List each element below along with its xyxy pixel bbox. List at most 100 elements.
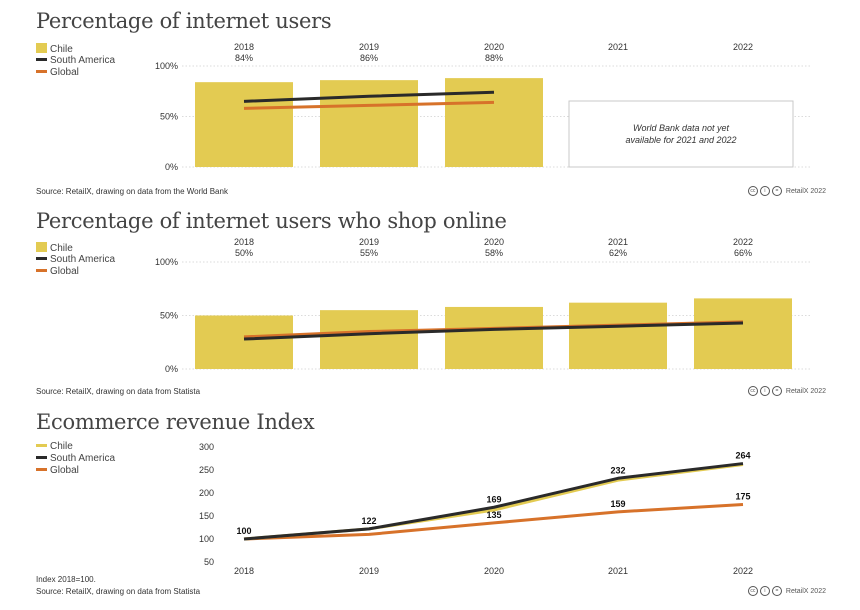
bar-chile	[195, 315, 293, 369]
x-category-label: 2021	[608, 237, 628, 247]
y-tick-label: 0%	[165, 162, 178, 172]
data-label: 122	[361, 516, 376, 526]
data-label: 62%	[609, 248, 627, 258]
cc-icon: cc	[747, 386, 758, 396]
data-label: 58%	[485, 248, 503, 258]
x-category-label: 2019	[359, 566, 379, 576]
data-label: 232	[610, 465, 625, 475]
bar-chart-online-shoppers: 100%50%0%201850%201955%202058%202162%202…	[155, 237, 810, 374]
legend-swatch-chile	[36, 444, 47, 447]
cc-icon: cc	[747, 186, 758, 196]
series-line-south-america	[243, 321, 744, 341]
legend-swatch-chile	[36, 43, 47, 53]
index-note: Index 2018=100.	[36, 575, 96, 584]
y-tick-label: 300	[199, 442, 214, 452]
legend-swatch-global	[36, 269, 47, 272]
data-label: 88%	[485, 53, 503, 63]
series-line-global	[243, 503, 744, 541]
data-label: 169	[486, 494, 501, 504]
chart-ecommerce-index: Ecommerce revenue Index Chile South Amer…	[0, 405, 860, 610]
line-chart-ecommerce-index: 300 250 200 150 100 50 2018 2019 2020 2021 2022 100…	[199, 442, 753, 576]
nd-icon: =	[771, 386, 782, 396]
y-tick-label: 50%	[160, 311, 178, 321]
legend-swatch-global	[36, 70, 47, 73]
note-box	[568, 100, 794, 168]
source-note: Source: RetailX, drawing on data from St…	[36, 387, 201, 396]
data-label: 86%	[360, 53, 378, 63]
x-category-label: 2019	[359, 237, 379, 247]
y-tick-label: 200	[199, 488, 214, 498]
by-icon: i	[759, 386, 770, 396]
legend: Chile South America Global	[36, 43, 115, 79]
x-category-label: 2022	[733, 566, 753, 576]
data-label: 100	[236, 526, 251, 536]
credit-label: RetailX 2022	[785, 587, 826, 595]
nd-icon: =	[771, 586, 782, 596]
x-category-label: 2021	[608, 42, 628, 52]
legend-swatch-south-america	[36, 456, 47, 459]
y-tick-label: 50	[204, 557, 214, 567]
y-tick-label: 100%	[155, 61, 178, 71]
chart-title: Percentage of internet users	[36, 9, 332, 33]
legend: Chile South America Global	[36, 242, 115, 278]
data-label: 175	[735, 492, 750, 502]
y-tick-label: 100%	[155, 257, 178, 267]
series-line-global	[243, 100, 495, 110]
legend-item-south-america: South America	[36, 453, 115, 465]
chart-internet-users: Percentage of internet users Chile South…	[0, 0, 860, 205]
y-tick-label: 50%	[160, 112, 178, 122]
source-note: Source: RetailX, drawing on data from th…	[36, 187, 228, 196]
series-line-south-america	[243, 90, 495, 103]
bar-chile	[445, 306, 543, 369]
chart-title: Percentage of internet users who shop on…	[36, 209, 507, 233]
bar-chile	[694, 298, 792, 369]
note-text: available for 2021 and 2022	[625, 135, 736, 145]
legend: Chile South America Global	[36, 441, 115, 477]
legend-swatch-south-america	[36, 257, 47, 260]
data-label: 159	[610, 499, 625, 509]
legend-item-global: Global	[36, 266, 115, 278]
x-category-label: 2020	[484, 42, 504, 52]
nd-icon: =	[771, 186, 782, 196]
note-text: World Bank data not yet	[633, 123, 730, 133]
credit-label: RetailX 2022	[785, 387, 826, 395]
x-category-label: 2021	[608, 566, 628, 576]
x-category-label: 2018	[234, 42, 254, 52]
data-label: 264	[735, 451, 750, 461]
x-category-label: 2022	[733, 237, 753, 247]
data-label: 50%	[235, 248, 253, 258]
by-icon: i	[759, 186, 770, 196]
legend-item-chile: Chile	[36, 441, 115, 453]
data-label: 66%	[734, 248, 752, 258]
legend-item-south-america: South America	[36, 254, 115, 266]
x-category-label: 2019	[359, 42, 379, 52]
legend-item-global: Global	[36, 67, 115, 79]
credit: cc i = RetailX 2022	[747, 586, 826, 596]
source-note: Source: RetailX, drawing on data from St…	[36, 587, 201, 596]
chart-online-shoppers: Percentage of internet users who shop on…	[0, 205, 860, 405]
x-category-label: 2018	[234, 237, 254, 247]
x-category-label: 2018	[234, 566, 254, 576]
data-label: 55%	[360, 248, 378, 258]
bar-chile	[445, 78, 543, 167]
y-tick-label: 150	[199, 511, 214, 521]
cc-icon: cc	[747, 586, 758, 596]
bar-chile	[195, 82, 293, 167]
legend-swatch-chile	[36, 242, 47, 252]
x-category-label: 2020	[484, 566, 504, 576]
y-tick-label: 100	[199, 534, 214, 544]
y-tick-label: 0%	[165, 364, 178, 374]
credit-label: RetailX 2022	[785, 187, 826, 195]
legend-swatch-south-america	[36, 58, 47, 61]
series-line-south-america	[243, 462, 744, 541]
data-label: 135	[486, 510, 501, 520]
bar-chile	[320, 80, 418, 167]
x-category-label: 2022	[733, 42, 753, 52]
legend-item-global: Global	[36, 465, 115, 477]
legend-item-south-america: South America	[36, 55, 115, 67]
data-label: 84%	[235, 53, 253, 63]
credit: cc i = RetailX 2022	[747, 386, 826, 396]
bar-chile	[320, 310, 418, 369]
legend-swatch-global	[36, 468, 47, 471]
